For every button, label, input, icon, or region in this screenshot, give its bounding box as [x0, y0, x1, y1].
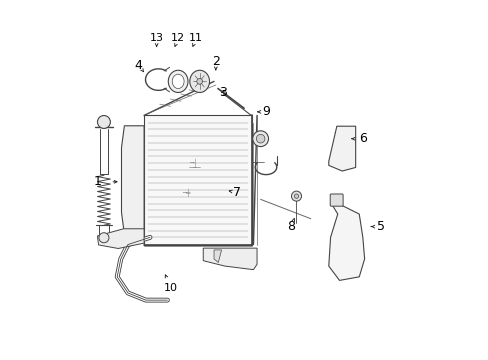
Circle shape: [97, 116, 110, 129]
Text: 3: 3: [219, 86, 226, 99]
Ellipse shape: [172, 74, 183, 89]
Polygon shape: [328, 126, 355, 171]
Text: 6: 6: [358, 132, 366, 145]
Polygon shape: [203, 248, 257, 270]
Ellipse shape: [189, 70, 209, 93]
Text: ─┤: ─┤: [189, 158, 197, 167]
Polygon shape: [121, 126, 144, 234]
Polygon shape: [214, 250, 221, 262]
Text: 2: 2: [211, 55, 219, 68]
Text: 11: 11: [189, 33, 203, 43]
Circle shape: [294, 194, 298, 198]
Text: 13: 13: [149, 33, 163, 43]
Circle shape: [291, 191, 301, 201]
Text: 7: 7: [233, 186, 241, 199]
Text: 10: 10: [163, 283, 178, 293]
Text: 4: 4: [135, 59, 142, 72]
Text: 9: 9: [262, 105, 269, 118]
Text: 12: 12: [171, 33, 185, 43]
Circle shape: [252, 131, 268, 147]
Text: ─╪: ─╪: [182, 189, 190, 198]
Circle shape: [99, 233, 109, 243]
Text: 5: 5: [376, 220, 384, 233]
Ellipse shape: [168, 70, 187, 93]
Polygon shape: [97, 229, 144, 248]
Text: 8: 8: [286, 220, 295, 233]
Circle shape: [256, 134, 264, 143]
Circle shape: [196, 78, 202, 84]
Bar: [144, 116, 251, 244]
Polygon shape: [328, 196, 364, 280]
Text: 1: 1: [93, 175, 101, 188]
FancyBboxPatch shape: [329, 194, 343, 206]
